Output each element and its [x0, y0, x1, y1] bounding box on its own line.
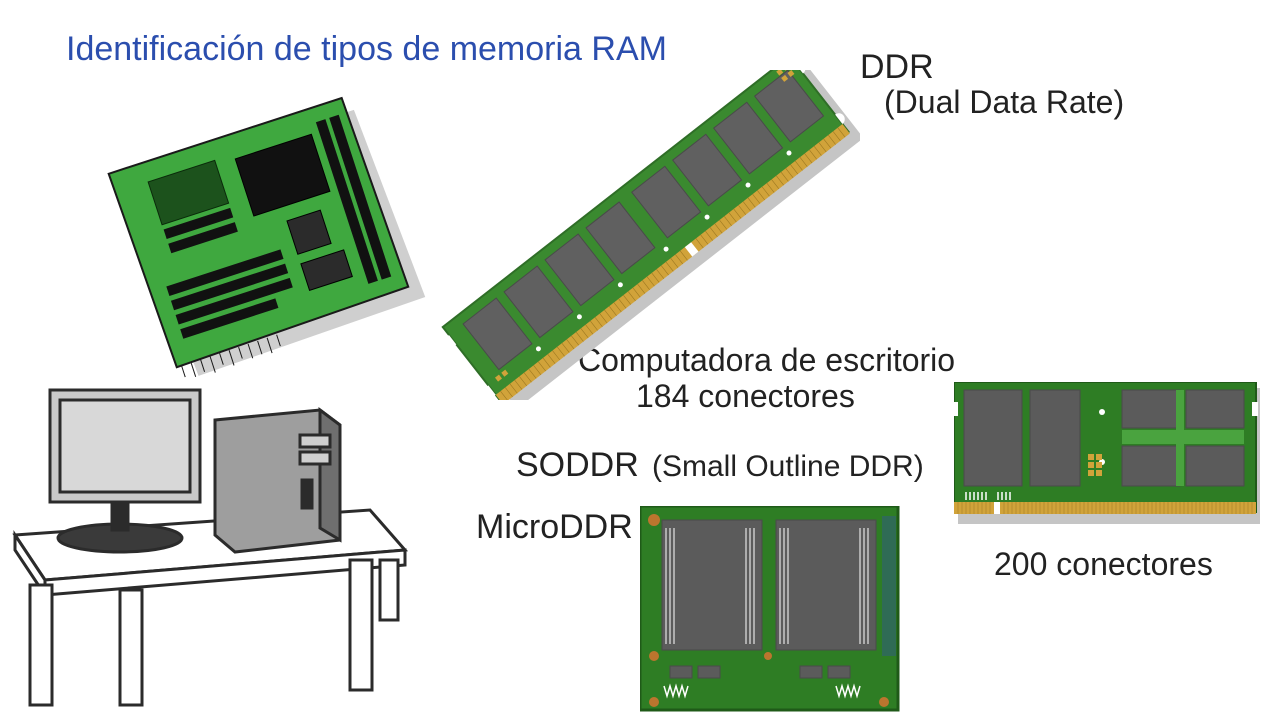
ddr-name-label: DDR — [860, 48, 934, 87]
connectors-200-label: 200 conectores — [994, 546, 1213, 583]
ddr-dimm-icon — [440, 70, 860, 400]
microddr-module-icon — [640, 506, 902, 716]
soddr-expansion-label: (Small Outline DDR) — [652, 450, 924, 484]
motherboard-icon — [90, 90, 430, 380]
soddr-module-icon — [954, 382, 1260, 524]
microddr-name-label: MicroDDR — [476, 508, 633, 547]
ddr-expansion-label: (Dual Data Rate) — [884, 84, 1124, 121]
page-title: Identificación de tipos de memoria RAM — [66, 30, 667, 69]
soddr-name-label: SODDR — [516, 446, 639, 485]
desktop-computer-icon — [0, 380, 420, 720]
